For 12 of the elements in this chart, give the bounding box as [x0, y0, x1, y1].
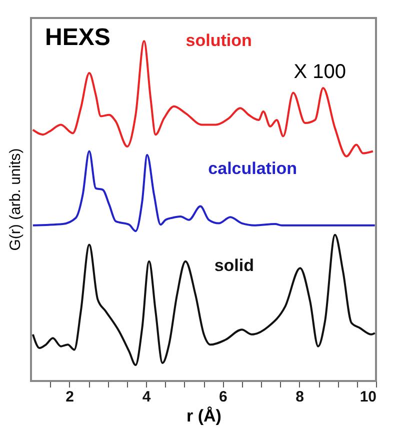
- x-tick-label: 6: [218, 388, 228, 406]
- y-axis-title: G(r) (arb. units): [7, 148, 24, 251]
- series-label: calculation: [208, 158, 297, 178]
- text: solution: [186, 31, 252, 50]
- x-tick-label: 10: [360, 388, 376, 406]
- x-tick-label: 4: [142, 388, 152, 406]
- series-label: solid: [214, 256, 254, 276]
- annotation: X 100: [294, 61, 346, 83]
- x-axis-title: r (Å): [186, 406, 222, 426]
- x-tick-label: 8: [296, 388, 304, 406]
- x-tick-label: 2: [66, 388, 74, 406]
- chart-title: HEXS: [45, 24, 110, 51]
